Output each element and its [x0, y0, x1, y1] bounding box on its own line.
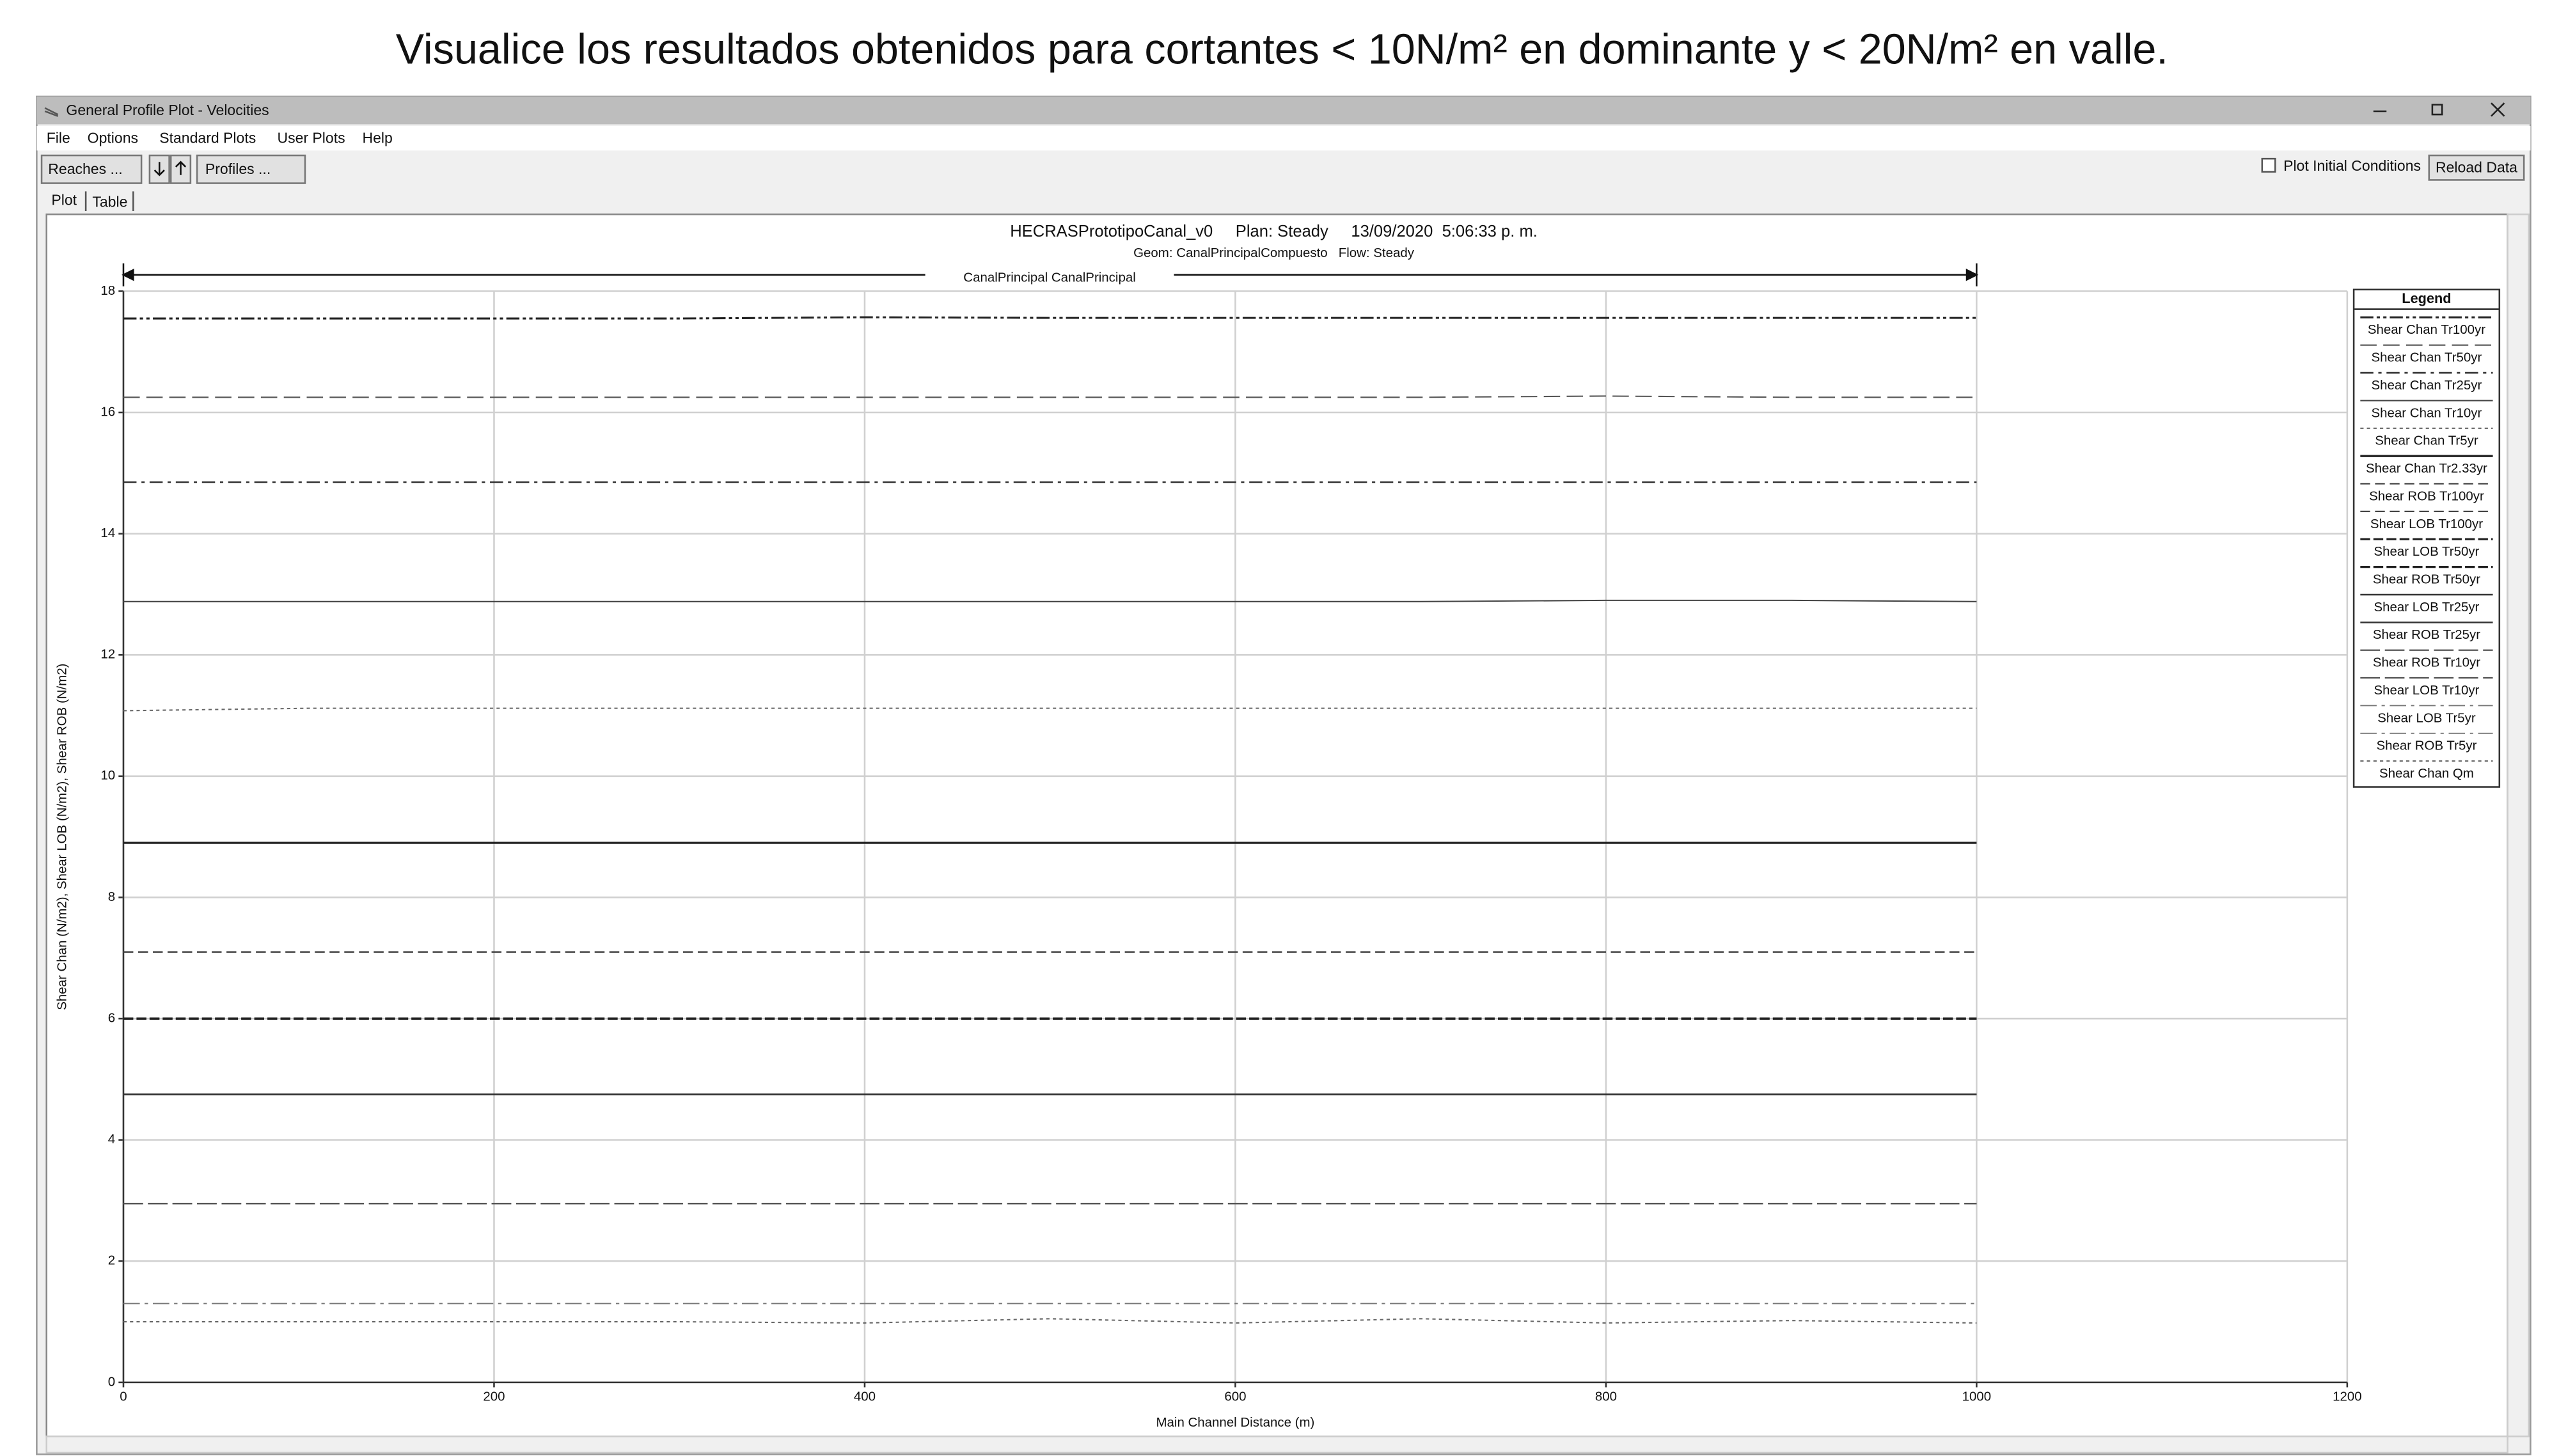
y-tick-label: 4 [108, 1132, 115, 1147]
horizontal-scrollbar[interactable] [45, 1436, 2508, 1454]
series-line [123, 707, 1977, 712]
menu-item[interactable]: File [47, 130, 70, 146]
menu-item[interactable]: Help [363, 130, 393, 146]
menu-item[interactable]: Standard Plots [159, 130, 256, 146]
legend-label: Shear LOB Tr5yr [2377, 710, 2476, 725]
y-tick-label: 18 [100, 283, 115, 298]
reload-label: Reload Data [2436, 159, 2517, 176]
legend-label: Shear Chan Tr10yr [2372, 405, 2482, 420]
legend-label: Shear Chan Tr2.33yr [2366, 461, 2487, 476]
series-line [123, 316, 1977, 320]
x-tick-label: 800 [1595, 1389, 1617, 1404]
legend-title: Legend [2402, 290, 2451, 306]
x-tick-label: 600 [1224, 1389, 1246, 1404]
tab-table[interactable]: Table [92, 193, 127, 210]
down-arrow [154, 162, 165, 176]
y-tick-label: 14 [100, 526, 115, 540]
reach-label: CanalPrincipal CanalPrincipal [963, 270, 1135, 285]
legend-label: Shear ROB Tr5yr [2377, 739, 2477, 753]
legend-label: Shear ROB Tr25yr [2373, 627, 2480, 642]
x-axis-label: Main Channel Distance (m) [1156, 1415, 1315, 1430]
legend-label: Shear Chan Qm [2379, 766, 2474, 781]
app-icon [44, 107, 59, 117]
y-tick-label: 2 [108, 1253, 115, 1268]
legend-label: Shear ROB Tr50yr [2373, 572, 2480, 586]
x-tick-label: 400 [854, 1389, 876, 1404]
legend-label: Shear LOB Tr25yr [2374, 600, 2480, 614]
vertical-scrollbar[interactable] [2507, 213, 2530, 1437]
profiles-button[interactable] [196, 154, 306, 184]
legend-label: Shear LOB Tr50yr [2374, 544, 2480, 559]
heading: Visualice los resultados obtenidos para … [396, 26, 2168, 73]
up-arrow [175, 160, 187, 175]
x-tick-label: 200 [483, 1389, 505, 1404]
legend-label: Shear ROB Tr10yr [2373, 655, 2480, 670]
legend-label: Shear Chan Tr5yr [2375, 434, 2478, 448]
title-bar [36, 96, 2531, 125]
reload-button[interactable] [2428, 154, 2525, 181]
plot-panel [45, 213, 2508, 1437]
series-line [123, 395, 1977, 398]
y-tick-label: 0 [108, 1374, 115, 1389]
legend-label: Shear LOB Tr100yr [2370, 517, 2483, 531]
profiles-label: Profiles ... [205, 160, 271, 177]
legend-label: Shear Chan Tr100yr [2368, 322, 2485, 337]
y-axis-label: Shear Chan (N/m2), Shear LOB (N/m2), She… [55, 664, 70, 1010]
y-tick-label: 10 [100, 768, 115, 783]
legend-label: Shear ROB Tr100yr [2369, 489, 2484, 503]
menu-bar [36, 125, 2531, 151]
y-tick-label: 6 [108, 1010, 115, 1025]
window-controls[interactable] [2373, 102, 2505, 117]
x-tick-label: 0 [120, 1389, 127, 1404]
tab-plot[interactable]: Plot [51, 192, 77, 208]
series-line [123, 1318, 1977, 1324]
x-tick-label: 1200 [2333, 1389, 2362, 1404]
y-tick-label: 12 [100, 647, 115, 662]
chart-subtitle: Geom: CanalPrincipalCompuesto Flow: Stea… [1133, 246, 1415, 260]
menu-item[interactable]: User Plots [277, 130, 345, 146]
series-line [123, 599, 1977, 602]
reach-arrow [122, 263, 1979, 286]
x-tick-label: 1000 [1962, 1389, 1992, 1404]
reaches-button[interactable] [40, 154, 143, 184]
checkbox-label: Plot Initial Conditions [2283, 157, 2421, 174]
legend-label: Shear Chan Tr50yr [2372, 350, 2482, 365]
menu-item[interactable]: Options [88, 130, 138, 146]
chart-title: HECRASPrototipoCanal_v0 Plan: Steady 13/… [1010, 223, 1538, 240]
legend-label: Shear Chan Tr25yr [2372, 378, 2482, 393]
reaches-label: Reaches ... [48, 160, 122, 177]
window-title: General Profile Plot - Velocities [66, 102, 269, 118]
checkbox[interactable] [2261, 157, 2276, 173]
y-tick-label: 16 [100, 404, 115, 419]
y-tick-label: 8 [108, 889, 115, 904]
legend-label: Shear LOB Tr10yr [2374, 683, 2480, 698]
